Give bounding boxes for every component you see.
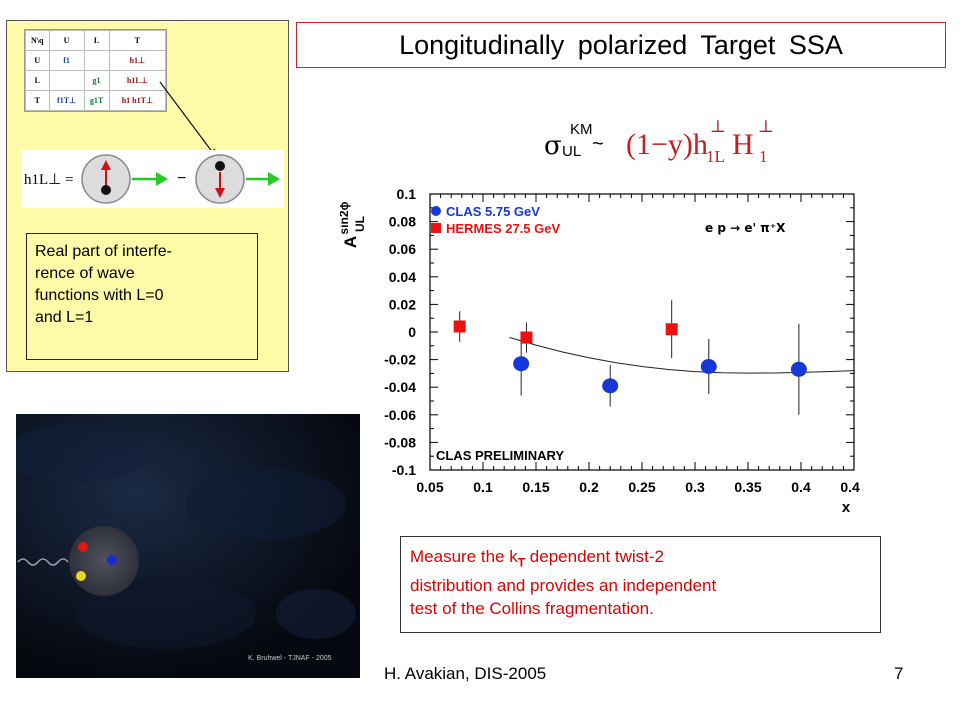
spin-arrow-up-head: [101, 160, 111, 170]
nucleon-ball: [69, 526, 139, 596]
spin-arrow-down-head: [215, 188, 225, 198]
quark-dot-left: [101, 185, 111, 195]
x-tick-label: 0.2: [579, 479, 599, 495]
y-tick-label: 0: [408, 324, 416, 340]
quark-yellow: [76, 571, 86, 581]
y-tick-label: -0.06: [384, 407, 416, 423]
matrix-cell: g1T: [83, 90, 110, 111]
y-tick-label: -0.04: [384, 379, 416, 395]
formula-tilde: ~: [592, 133, 604, 155]
formula-sigma: σ: [544, 131, 562, 161]
x-tick-label: 0.45: [840, 479, 860, 495]
diagram-minus: −: [177, 170, 186, 187]
illustration-graphic: K. Bruhwel - TJNAF - 2005: [16, 414, 360, 678]
y-axis-label-main: A: [341, 236, 360, 248]
x-tick-label: 0.3: [685, 479, 705, 495]
formula-expression: (1−y)h: [626, 128, 708, 161]
formula-H-sub: 1: [759, 147, 768, 166]
diagram-lhs: h1L⊥ =: [24, 172, 73, 188]
y-tick-label: -0.08: [384, 434, 416, 450]
measure-text-a: Measure the k: [410, 547, 518, 566]
formula-H: H: [732, 128, 754, 161]
matrix-cell: h1 h1T⊥: [108, 90, 167, 111]
y-tick-label: 0.04: [389, 269, 416, 285]
note-line: functions with L=0: [35, 287, 164, 304]
note-line: rence of wave: [35, 265, 135, 282]
formula-superscript: KM: [570, 121, 593, 138]
y-tick-label: 0.02: [389, 296, 416, 312]
measure-line-1: Measure the kT dependent twist-2: [410, 545, 871, 574]
quark-red: [78, 542, 88, 552]
x-tick-label: 0.05: [416, 479, 443, 495]
y-tick-label: -0.1: [392, 462, 416, 478]
measure-box: Measure the kT dependent twist-2 distrib…: [400, 536, 881, 633]
formula-h-super: ⊥: [710, 117, 726, 137]
y-tick-label: 0.06: [389, 241, 416, 257]
page-number: 7: [894, 664, 904, 683]
measure-line-2: distribution and provides an independent: [410, 576, 717, 596]
note-line: Real part of interfe-: [35, 243, 172, 260]
hermes-point: [520, 331, 533, 344]
clas-point: [513, 356, 530, 372]
clas-point: [790, 361, 807, 377]
photon-wave-icon: [17, 558, 69, 566]
title-box: Longitudinally polarized Target SSA: [296, 22, 946, 68]
formula-h-sub: 1L: [706, 147, 725, 166]
chart-svg: 0.1 0.08 0.06 0.04 0.02 0 -0.02 -0.04 -0.06 -0.08…: [337, 186, 868, 516]
green-arrow-left-head: [156, 172, 168, 186]
formula-graphic: σ KM UL ~ (1−y)h ⊥ 1L H ⊥ 1: [544, 117, 774, 166]
clas-point: [602, 378, 619, 394]
y-axis-label-sup: sin2ϕ: [340, 201, 351, 234]
matrix-arrow: [159, 81, 217, 158]
x-tick-label: 0.25: [628, 479, 655, 495]
measure-kt-sub: T: [517, 555, 526, 570]
y-tick-label: -0.02: [384, 352, 416, 368]
hermes-point: [453, 320, 466, 333]
x-tick-label: 0.15: [522, 479, 549, 495]
legend-label: CLAS 5.75 GeV: [446, 204, 540, 219]
asymmetry-chart: 0.1 0.08 0.06 0.04 0.02 0 -0.02 -0.04 -0.06 -0.08…: [337, 178, 868, 523]
legend-marker-square: [431, 223, 441, 233]
y-tick-label: 0.1: [397, 186, 417, 202]
x-tick-label: 0.35: [734, 479, 761, 495]
x-tick-label: 0.4: [791, 479, 811, 495]
formula: σ KM UL ~ (1−y)h ⊥ 1L H ⊥ 1: [540, 112, 810, 172]
x-axis-label: x: [842, 499, 851, 516]
measure-text-b: dependent twist-2: [525, 547, 664, 566]
footer-author: H. Avakian, DIS-2005: [384, 664, 547, 683]
diagram-graphic: h1L⊥ = −: [24, 154, 280, 204]
note-line: and L=1: [35, 309, 94, 326]
photo-credit: K. Bruhwel - TJNAF - 2005: [248, 655, 332, 662]
measure-line-3: test of the Collins fragmentation.: [410, 599, 654, 619]
slide-title: Longitudinally polarized Target SSA: [399, 29, 843, 60]
matrix-table: N\q U L T U f1 h1⊥ L g1 h1L⊥ T f1T⊥ g1T …: [25, 30, 167, 111]
formula-subscript: UL: [562, 143, 581, 160]
hermes-point: [665, 323, 678, 336]
nucleon-illustration: K. Bruhwel - TJNAF - 2005: [16, 414, 360, 678]
green-arrow-right-head: [268, 172, 280, 186]
legend-label: HERMES 27.5 GeV: [446, 221, 560, 236]
legend-marker-circle: [431, 206, 441, 216]
reaction-label: e p → e' π⁺X: [705, 221, 786, 235]
quark-blue: [107, 555, 117, 565]
y-tick-label: 0.08: [389, 214, 416, 230]
distribution-matrix: N\q U L T U f1 h1⊥ L g1 h1L⊥ T f1T⊥ g1T …: [24, 29, 167, 112]
clas-preliminary-label: CLAS PRELIMINARY: [436, 448, 564, 463]
formula-H-super: ⊥: [758, 117, 774, 137]
wavefunction-diagram: h1L⊥ = −: [22, 150, 284, 208]
x-tick-label: 0.1: [473, 479, 493, 495]
note-box: Real part of interfe- rence of wave func…: [26, 233, 258, 360]
y-axis-label-sub: UL: [353, 216, 367, 232]
quark-dot-right: [215, 161, 225, 171]
clas-point: [700, 359, 717, 374]
